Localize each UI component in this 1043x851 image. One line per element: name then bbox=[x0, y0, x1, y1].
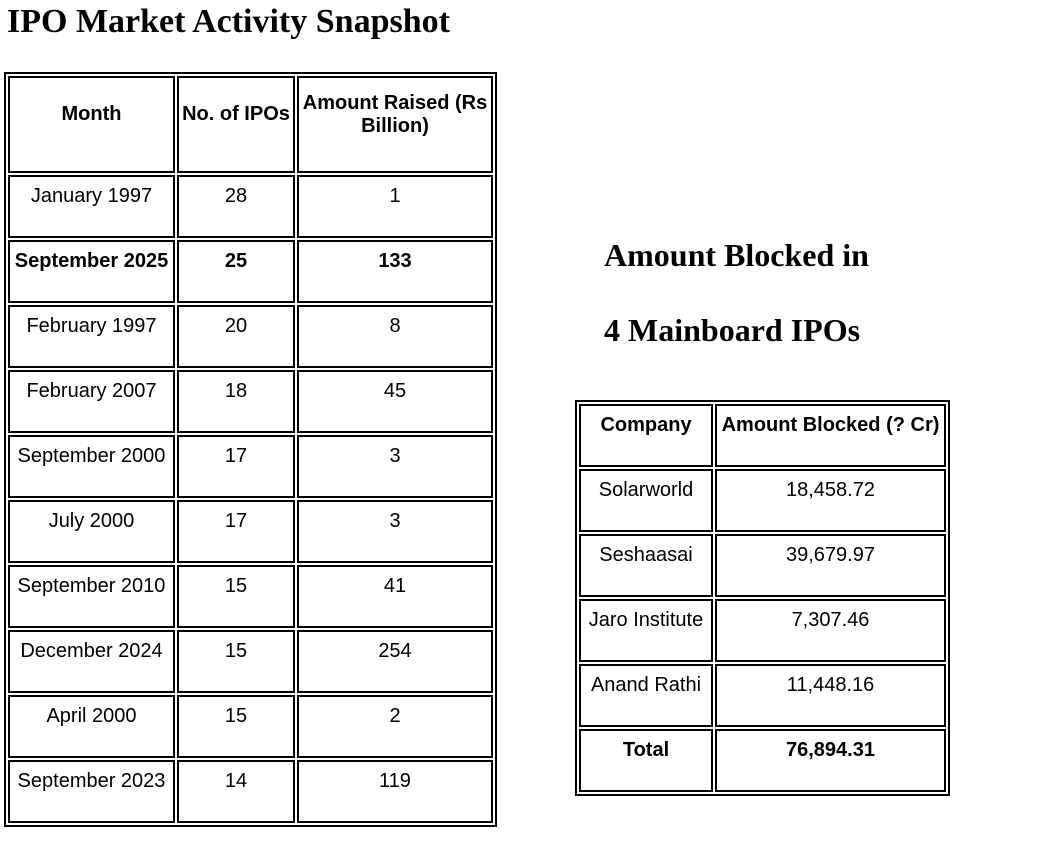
header-amount-blocked: Amount Blocked (? Cr) bbox=[715, 404, 946, 467]
amount-cell: 254 bbox=[297, 630, 493, 693]
ipos-cell: 15 bbox=[177, 695, 295, 758]
month-cell: January 1997 bbox=[8, 175, 175, 238]
amount-cell: 1 bbox=[297, 175, 493, 238]
company-cell: Seshaasai bbox=[579, 534, 713, 597]
blocked-table-header-row: Company Amount Blocked (? Cr) bbox=[579, 404, 946, 467]
month-cell: December 2024 bbox=[8, 630, 175, 693]
table-row: December 2024 15 254 bbox=[8, 630, 493, 693]
header-ipos: No. of IPOs bbox=[177, 76, 295, 173]
page-title: IPO Market Activity Snapshot bbox=[7, 3, 450, 40]
company-cell: Solarworld bbox=[579, 469, 713, 532]
ipos-cell: 20 bbox=[177, 305, 295, 368]
total-row: Total 76,894.31 bbox=[579, 729, 946, 792]
blocked-ipos-title: Amount Blocked in 4 Mainboard IPOs bbox=[604, 218, 869, 368]
month-cell: April 2000 bbox=[8, 695, 175, 758]
month-cell: September 2023 bbox=[8, 760, 175, 823]
ipos-cell: 17 bbox=[177, 435, 295, 498]
blocked-ipos-title-line2: 4 Mainboard IPOs bbox=[604, 312, 861, 348]
table-row: Seshaasai 39,679.97 bbox=[579, 534, 946, 597]
table-row: February 2007 18 45 bbox=[8, 370, 493, 433]
header-month: Month bbox=[8, 76, 175, 173]
table-row: July 2000 17 3 bbox=[8, 500, 493, 563]
table-row: September 2010 15 41 bbox=[8, 565, 493, 628]
table-row: February 1997 20 8 bbox=[8, 305, 493, 368]
total-label-cell: Total bbox=[579, 729, 713, 792]
ipos-cell: 15 bbox=[177, 630, 295, 693]
amount-cell: 133 bbox=[297, 240, 493, 303]
amount-blocked-cell: 39,679.97 bbox=[715, 534, 946, 597]
amount-cell: 45 bbox=[297, 370, 493, 433]
month-cell: September 2010 bbox=[8, 565, 175, 628]
amount-cell: 2 bbox=[297, 695, 493, 758]
amount-cell: 41 bbox=[297, 565, 493, 628]
month-cell: September 2000 bbox=[8, 435, 175, 498]
header-amount: Amount Raised (Rs Billion) bbox=[297, 76, 493, 173]
amount-blocked-cell: 7,307.46 bbox=[715, 599, 946, 662]
ipos-cell: 18 bbox=[177, 370, 295, 433]
amount-cell: 3 bbox=[297, 435, 493, 498]
table-row: April 2000 15 2 bbox=[8, 695, 493, 758]
table-row: January 1997 28 1 bbox=[8, 175, 493, 238]
month-cell: July 2000 bbox=[8, 500, 175, 563]
month-cell: February 1997 bbox=[8, 305, 175, 368]
table-row: Jaro Institute 7,307.46 bbox=[579, 599, 946, 662]
amount-blocked-cell: 11,448.16 bbox=[715, 664, 946, 727]
ipos-cell: 28 bbox=[177, 175, 295, 238]
table-row: Solarworld 18,458.72 bbox=[579, 469, 946, 532]
amount-blocked-cell: 18,458.72 bbox=[715, 469, 946, 532]
company-cell: Jaro Institute bbox=[579, 599, 713, 662]
header-company: Company bbox=[579, 404, 713, 467]
amount-blocked-table: Company Amount Blocked (? Cr) Solarworld… bbox=[575, 400, 950, 796]
table-row: Anand Rathi 11,448.16 bbox=[579, 664, 946, 727]
ipo-table-header-row: Month No. of IPOs Amount Raised (Rs Bill… bbox=[8, 76, 493, 173]
ipos-cell: 14 bbox=[177, 760, 295, 823]
month-cell: February 2007 bbox=[8, 370, 175, 433]
month-cell: September 2025 bbox=[8, 240, 175, 303]
ipos-cell: 25 bbox=[177, 240, 295, 303]
ipo-activity-table: Month No. of IPOs Amount Raised (Rs Bill… bbox=[4, 72, 497, 827]
ipos-cell: 17 bbox=[177, 500, 295, 563]
amount-cell: 3 bbox=[297, 500, 493, 563]
company-cell: Anand Rathi bbox=[579, 664, 713, 727]
total-amount-cell: 76,894.31 bbox=[715, 729, 946, 792]
table-row: September 2000 17 3 bbox=[8, 435, 493, 498]
table-row: September 2023 14 119 bbox=[8, 760, 493, 823]
table-row: September 2025 25 133 bbox=[8, 240, 493, 303]
amount-cell: 119 bbox=[297, 760, 493, 823]
blocked-ipos-title-line1: Amount Blocked in bbox=[604, 237, 869, 273]
ipos-cell: 15 bbox=[177, 565, 295, 628]
amount-cell: 8 bbox=[297, 305, 493, 368]
